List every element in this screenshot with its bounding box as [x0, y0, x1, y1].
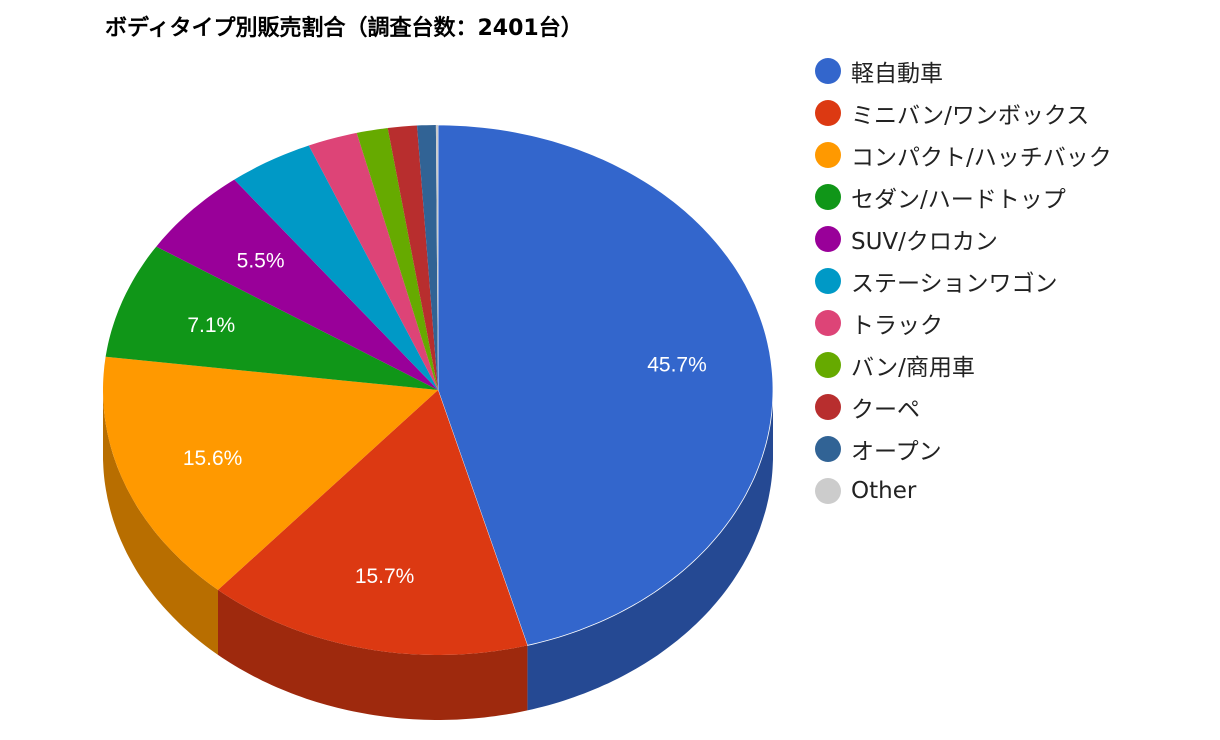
legend-item-kei[interactable]: 軽自動車 — [815, 50, 1112, 92]
legend-swatch-icon — [815, 226, 841, 252]
legend-label: コンパクト/ハッチバック — [851, 145, 1112, 171]
legend-item-sedan[interactable]: セダン/ハードトップ — [815, 176, 1112, 218]
pie-slice[interactable] — [234, 145, 438, 391]
pie-side-wall — [103, 390, 218, 655]
pie-slice[interactable] — [308, 132, 438, 390]
legend-item-minivan[interactable]: ミニバン/ワンボックス — [815, 92, 1112, 134]
legend-label: オープン — [851, 439, 942, 465]
legend-swatch-icon — [815, 352, 841, 378]
legend-item-suv[interactable]: SUV/クロカン — [815, 218, 1112, 260]
pie-slice[interactable] — [435, 125, 438, 390]
pie-slice[interactable] — [417, 125, 438, 390]
pie-side-wall — [527, 390, 773, 711]
chart-title: ボディタイプ別販売割合（調査台数：2401台） — [105, 16, 583, 41]
legend-label: バン/商用車 — [851, 355, 975, 381]
legend-label: ミニバン/ワンボックス — [851, 103, 1090, 129]
legend-swatch-icon — [815, 310, 841, 336]
slice-label: 45.7% — [647, 353, 707, 376]
legend-label: 軽自動車 — [851, 61, 943, 87]
pie-side-wall — [218, 589, 528, 720]
legend-item-wagon[interactable]: ステーションワゴン — [815, 260, 1112, 302]
legend-label: SUV/クロカン — [851, 229, 998, 255]
legend-item-coupe[interactable]: クーペ — [815, 386, 1112, 428]
legend-label: トラック — [851, 313, 943, 339]
legend-swatch-icon — [815, 436, 841, 462]
legend-swatch-icon — [815, 394, 841, 420]
slice-label: 15.6% — [183, 447, 243, 470]
slice-label: 15.7% — [355, 565, 415, 588]
legend-item-other[interactable]: Other — [815, 470, 1112, 512]
pie-slice[interactable] — [387, 125, 438, 391]
legend-label: クーペ — [851, 397, 920, 423]
legend-swatch-icon — [815, 58, 841, 84]
legend-label: セダン/ハードトップ — [851, 187, 1066, 213]
pie-slices — [103, 124, 774, 655]
legend-label: Other — [851, 478, 917, 504]
pie-side-walls — [103, 390, 773, 720]
legend-swatch-icon — [815, 268, 841, 294]
legend: 軽自動車 ミニバン/ワンボックス コンパクト/ハッチバック セダン/ハードトップ… — [815, 50, 1112, 512]
legend-swatch-icon — [815, 142, 841, 168]
legend-item-truck[interactable]: トラック — [815, 302, 1112, 344]
legend-item-open[interactable]: オープン — [815, 428, 1112, 470]
pie-slice[interactable] — [156, 179, 439, 390]
legend-swatch-icon — [815, 100, 841, 126]
slice-labels: 45.7% 15.7% 15.6% 7.1% 5.5% — [183, 250, 707, 588]
pie-slice[interactable] — [437, 124, 774, 646]
slice-label: 7.1% — [187, 314, 235, 337]
pie-slice[interactable] — [103, 356, 438, 590]
legend-item-van[interactable]: バン/商用車 — [815, 344, 1112, 386]
pie-slice[interactable] — [218, 390, 528, 655]
legend-label: ステーションワゴン — [851, 271, 1058, 297]
pie-slice[interactable] — [356, 128, 438, 390]
legend-item-compact[interactable]: コンパクト/ハッチバック — [815, 134, 1112, 176]
legend-swatch-icon — [815, 478, 841, 504]
pie-slice[interactable] — [105, 246, 438, 390]
legend-swatch-icon — [815, 184, 841, 210]
slice-label: 5.5% — [237, 250, 285, 273]
